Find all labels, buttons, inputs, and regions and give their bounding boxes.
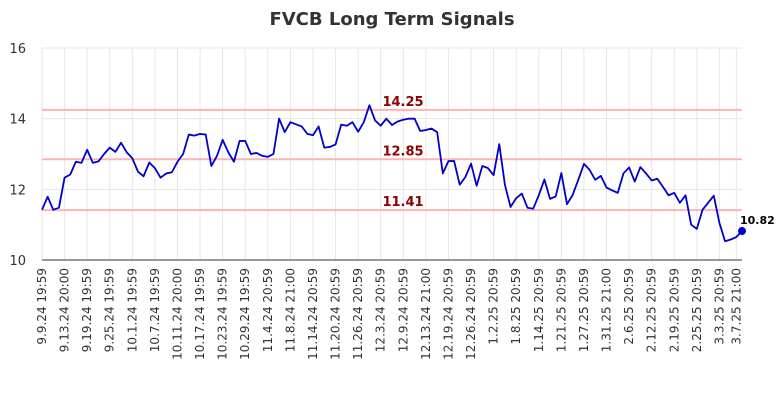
x-tick-label: 1.21.25 20:59 xyxy=(554,268,568,352)
signal-label: 12.85 xyxy=(382,144,423,159)
x-tick-label: 10.29.24 19:59 xyxy=(238,268,252,360)
x-tick-label: 3.7.25 21:00 xyxy=(729,268,743,345)
x-axis: 9.9.24 19:59 9.13.24 20:00 9.19.24 19:59 9.… xyxy=(35,268,743,360)
price-line xyxy=(41,104,743,243)
x-tick-label: 12.13.24 21:00 xyxy=(419,268,433,360)
x-tick-label: 11.14.24 20:59 xyxy=(306,268,320,360)
x-tick-label: 10.17.24 19:59 xyxy=(193,268,207,360)
x-tick-label: 12.19.24 20:59 xyxy=(441,268,455,360)
x-tick-label: 3.3.25 20:59 xyxy=(712,268,726,345)
signal-label: 11.41 xyxy=(382,195,423,210)
x-tick-label: 10.7.24 19:59 xyxy=(148,268,162,352)
x-tick-label: 11.20.24 20:59 xyxy=(329,268,343,360)
x-tick-label: 2.19.25 20:59 xyxy=(667,268,681,352)
x-tick-label: 9.19.24 19:59 xyxy=(80,268,94,352)
x-tick-label: 2.6.25 20:59 xyxy=(622,268,636,345)
x-tick-label: 1.31.25 21:00 xyxy=(600,268,614,352)
grid-layer xyxy=(41,47,742,261)
x-tick-label: 11.8.24 21:00 xyxy=(283,268,297,352)
hline-layer: 14.25 12.85 11.41 xyxy=(42,95,742,212)
x-tick-label: 1.14.25 20:59 xyxy=(532,268,546,352)
x-tick-label: 10.23.24 19:59 xyxy=(216,268,230,360)
y-tick-label: 14 xyxy=(9,113,26,128)
x-tick-label: 9.9.24 19:59 xyxy=(35,268,49,345)
x-tick-label: 2.12.25 20:59 xyxy=(645,268,659,352)
x-tick-label: 11.26.24 20:59 xyxy=(351,268,365,360)
x-tick-label: 1.2.25 20:59 xyxy=(487,268,501,345)
x-tick-label: 1.27.25 20:59 xyxy=(577,268,591,352)
x-tick-label: 9.13.24 20:00 xyxy=(58,268,72,352)
y-tick-label: 16 xyxy=(9,42,26,57)
y-axis: 10 12 14 16 xyxy=(9,42,26,269)
x-tick-label: 1.8.25 20:59 xyxy=(509,268,523,345)
signal-label: 14.25 xyxy=(382,95,423,110)
x-tick-label: 10.1.24 19:59 xyxy=(125,268,139,352)
x-tick-label: 12.3.24 20:59 xyxy=(374,268,388,352)
x-tick-label: 11.4.24 20:59 xyxy=(261,268,275,352)
series-layer: 10.82 xyxy=(41,104,775,243)
last-point-marker xyxy=(738,227,746,236)
chart-title: FVCB Long Term Signals xyxy=(269,9,514,30)
x-tick-label: 10.11.24 20:00 xyxy=(170,268,184,360)
x-tick-label: 9.25.24 19:59 xyxy=(103,268,117,352)
y-tick-label: 10 xyxy=(9,254,26,269)
last-value-label: 10.82 xyxy=(740,214,775,227)
y-tick-label: 12 xyxy=(9,183,26,198)
x-tick-label: 2.25.25 20:59 xyxy=(690,268,704,352)
x-tick-label: 12.26.24 20:59 xyxy=(464,268,478,360)
x-tick-label: 12.9.24 20:59 xyxy=(396,268,410,352)
